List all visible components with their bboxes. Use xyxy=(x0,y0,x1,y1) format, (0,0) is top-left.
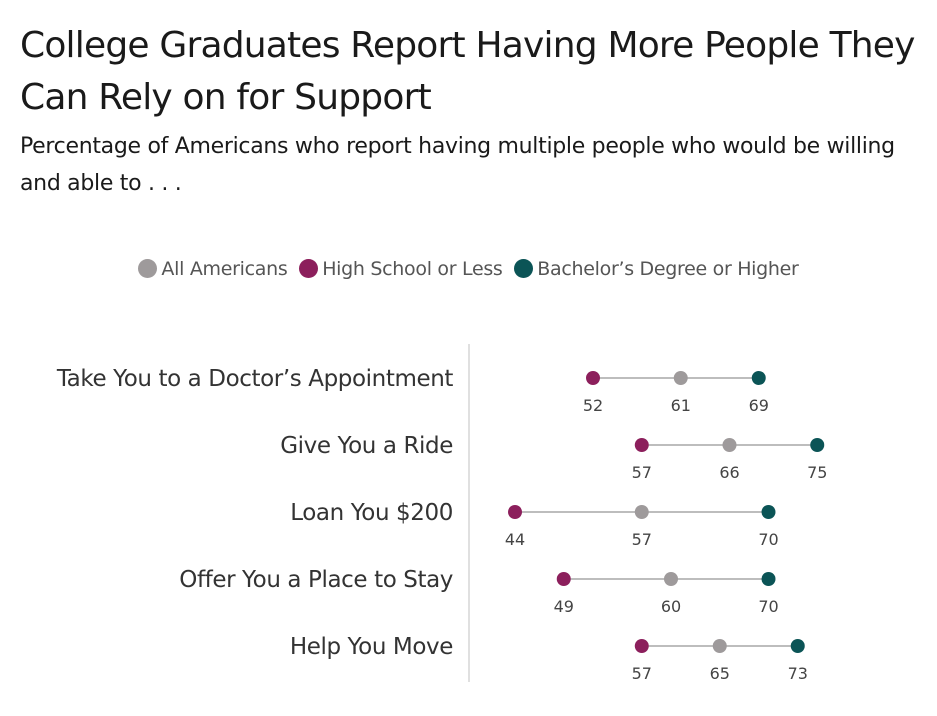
chart-subtitle: Percentage of Americans who report havin… xyxy=(20,128,920,202)
dot-high-school-or-less-4 xyxy=(634,639,649,653)
value-label-high-school-or-less-1: 57 xyxy=(632,463,652,482)
dot-bachelor-s-degree-or-higher-3 xyxy=(761,572,776,586)
dot-bachelor-s-degree-or-higher-1 xyxy=(810,438,825,452)
subtitle-line-2: and able to . . . xyxy=(20,171,182,196)
dot-bachelor-s-degree-or-higher-4 xyxy=(790,639,805,653)
legend-dot-all-americans xyxy=(138,259,158,278)
category-label-offer-you-a-place-to-stay: Offer You a Place to Stay xyxy=(179,567,453,593)
dot-high-school-or-less-1 xyxy=(634,438,649,452)
value-label-all-americans-2: 57 xyxy=(632,530,652,549)
value-label-bachelor-s-degree-or-higher-4: 73 xyxy=(788,664,808,683)
subtitle-line-1: Percentage of Americans who report havin… xyxy=(20,134,895,159)
dot-bachelor-s-degree-or-higher-0 xyxy=(751,371,766,385)
value-label-bachelor-s-degree-or-higher-3: 70 xyxy=(758,597,778,616)
dot-all-americans-2 xyxy=(634,505,649,519)
dot-all-americans-1 xyxy=(722,438,737,452)
legend-item-all-americans: All Americans xyxy=(138,258,288,280)
value-label-all-americans-4: 65 xyxy=(710,664,730,683)
category-label-help-you-move: Help You Move xyxy=(290,634,453,660)
category-label-take-you-to-a-doctor-s-appointment: Take You to a Doctor’s Appointment xyxy=(56,366,454,392)
dot-bachelor-s-degree-or-higher-2 xyxy=(761,505,776,519)
value-label-all-americans-0: 61 xyxy=(671,396,691,415)
legend-item-high-school: High School or Less xyxy=(299,258,503,280)
value-label-all-americans-1: 66 xyxy=(719,463,739,482)
legend-label-bachelors: Bachelor’s Degree or Higher xyxy=(537,258,799,280)
legend-dot-high-school xyxy=(299,259,319,278)
value-label-high-school-or-less-3: 49 xyxy=(554,597,574,616)
category-label-give-you-a-ride: Give You a Ride xyxy=(280,433,453,459)
dot-all-americans-4 xyxy=(712,639,727,653)
value-label-all-americans-3: 60 xyxy=(661,597,681,616)
legend: All Americans High School or Less Bachel… xyxy=(0,258,937,280)
dot-all-americans-0 xyxy=(673,371,688,385)
dot-range-chart: Take You to a Doctor’s Appointment 61 52 69… xyxy=(56,344,827,683)
value-label-bachelor-s-degree-or-higher-0: 69 xyxy=(749,396,769,415)
legend-item-bachelors: Bachelor’s Degree or Higher xyxy=(514,258,799,280)
dot-all-americans-3 xyxy=(664,572,678,586)
chart-title: College Graduates Report Having More Peo… xyxy=(20,25,915,118)
dot-high-school-or-less-2 xyxy=(508,505,522,519)
value-label-high-school-or-less-2: 44 xyxy=(505,530,525,549)
value-label-bachelor-s-degree-or-higher-1: 75 xyxy=(807,463,827,482)
value-label-bachelor-s-degree-or-higher-2: 70 xyxy=(758,530,778,549)
dot-high-school-or-less-0 xyxy=(586,371,600,385)
category-label-loan-you-200: Loan You $200 xyxy=(290,500,453,526)
value-label-high-school-or-less-0: 52 xyxy=(583,396,603,415)
legend-label-high-school: High School or Less xyxy=(322,258,503,280)
dot-high-school-or-less-3 xyxy=(556,572,571,586)
legend-dot-bachelors xyxy=(514,259,534,278)
legend-label-all-americans: All Americans xyxy=(161,258,288,280)
value-label-high-school-or-less-4: 57 xyxy=(632,664,652,683)
